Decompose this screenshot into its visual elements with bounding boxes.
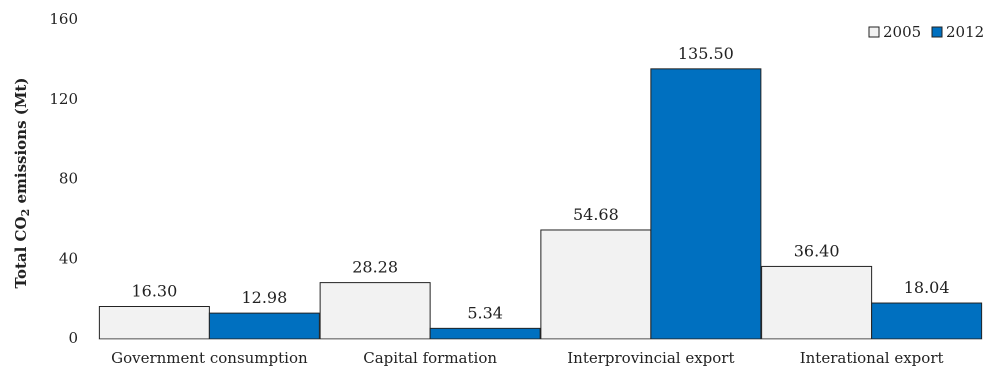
bar-2012-1 [208, 312, 320, 340]
data-label-2012-2: 5.34 [467, 303, 503, 322]
data-labels-group: 16.30 12.98 28.28 5.34 54.68 135.50 36.40 18.04 [131, 44, 949, 323]
legend-label-2012: 2012 [946, 23, 984, 41]
x-category-label: Interprovincial export [567, 349, 734, 367]
bar-2012-4 [871, 302, 983, 340]
bar-2012-2 [429, 327, 541, 340]
bar-2005-2 [319, 282, 431, 340]
bars-group [98, 68, 983, 340]
y-tick-label: 0 [68, 329, 78, 347]
legend-swatch-2005 [868, 26, 880, 38]
y-tick-label: 160 [49, 10, 78, 28]
x-category-label: Capital formation [363, 349, 497, 367]
x-category-label: Government consumption [111, 349, 308, 367]
y-axis-label-subscript: 2 [19, 209, 32, 217]
x-axis: Government consumption Capital formation I… [99, 339, 982, 367]
y-tick-label: 120 [49, 90, 78, 108]
bar-2005-3 [540, 229, 652, 340]
y-tick-label: 80 [59, 170, 78, 188]
y-axis-label: Total CO2 emissions (Mt) [12, 78, 32, 289]
legend-swatch-2012 [931, 26, 943, 38]
svg-text:Total CO2 emissions (Mt): Total CO2 emissions (Mt) [12, 78, 32, 289]
data-label-2012-4: 18.04 [904, 278, 950, 297]
y-tick-label: 40 [59, 249, 78, 267]
x-category-label: Interational export [800, 349, 944, 367]
data-label-2005-3: 54.68 [573, 205, 619, 224]
data-label-2005-1: 16.30 [131, 282, 177, 301]
data-label-2012-1: 12.98 [241, 288, 287, 307]
y-axis-label-suffix: emissions (Mt) [12, 78, 30, 209]
legend-label-2005: 2005 [883, 23, 921, 41]
y-axis: 0 40 80 120 160 [49, 10, 78, 347]
data-label-2005-4: 36.40 [794, 241, 840, 260]
legend: 2005 2012 [868, 23, 984, 41]
bar-2005-4 [761, 265, 873, 340]
data-label-2005-2: 28.28 [352, 258, 398, 277]
bar-2012-3 [650, 68, 762, 340]
bar-2005-1 [98, 306, 210, 340]
y-axis-label-prefix: Total CO [12, 216, 30, 288]
data-label-2012-3: 135.50 [678, 44, 734, 63]
